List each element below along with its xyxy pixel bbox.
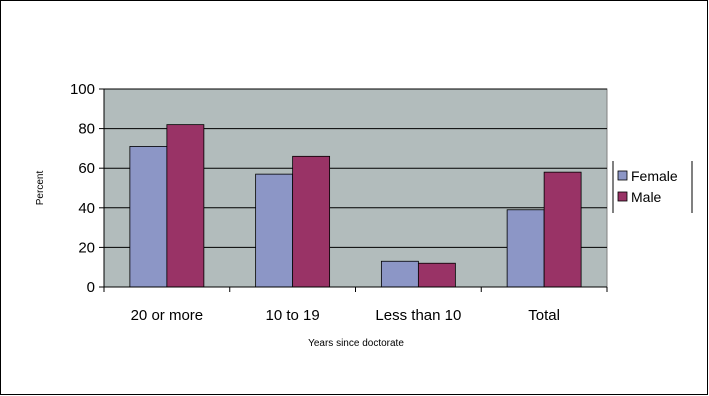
legend-label-male: Male <box>631 189 662 205</box>
bar-female-2 <box>380 260 419 288</box>
legend-swatch-male <box>617 191 628 202</box>
bar-male-2 <box>417 262 456 288</box>
x-tick-label: 20 or more <box>131 307 204 324</box>
bar-female-3 <box>506 209 545 288</box>
bars <box>129 124 582 288</box>
bar-female-0 <box>129 146 168 288</box>
legend-label-female: Female <box>631 168 678 184</box>
bar-male-3 <box>543 171 582 288</box>
x-tick-label: 10 to 19 <box>266 307 320 324</box>
bar-male-1 <box>292 155 331 288</box>
y-axis-ticks: 0 20 40 60 80 100 <box>70 81 104 296</box>
y-tick-label: 0 <box>87 279 95 296</box>
y-tick-label: 20 <box>78 239 95 256</box>
y-tick-label: 40 <box>78 200 95 217</box>
y-tick-label: 80 <box>78 121 95 138</box>
x-tick-label: Total <box>528 307 560 324</box>
bar-female-1 <box>255 173 294 288</box>
y-axis-title: Percent <box>35 171 46 206</box>
y-tick-label: 100 <box>70 81 95 98</box>
x-axis-ticks: 20 or more 10 to 19 Less than 10 Total <box>103 287 608 324</box>
y-tick-label: 60 <box>78 160 95 177</box>
x-tick-label: Less than 10 <box>375 307 461 324</box>
legend: Female Male <box>612 161 693 213</box>
x-axis-title: Years since doctorate <box>308 338 404 349</box>
legend-items: Female Male <box>617 168 678 205</box>
legend-swatch-female <box>617 170 628 181</box>
bar-male-0 <box>166 124 205 288</box>
